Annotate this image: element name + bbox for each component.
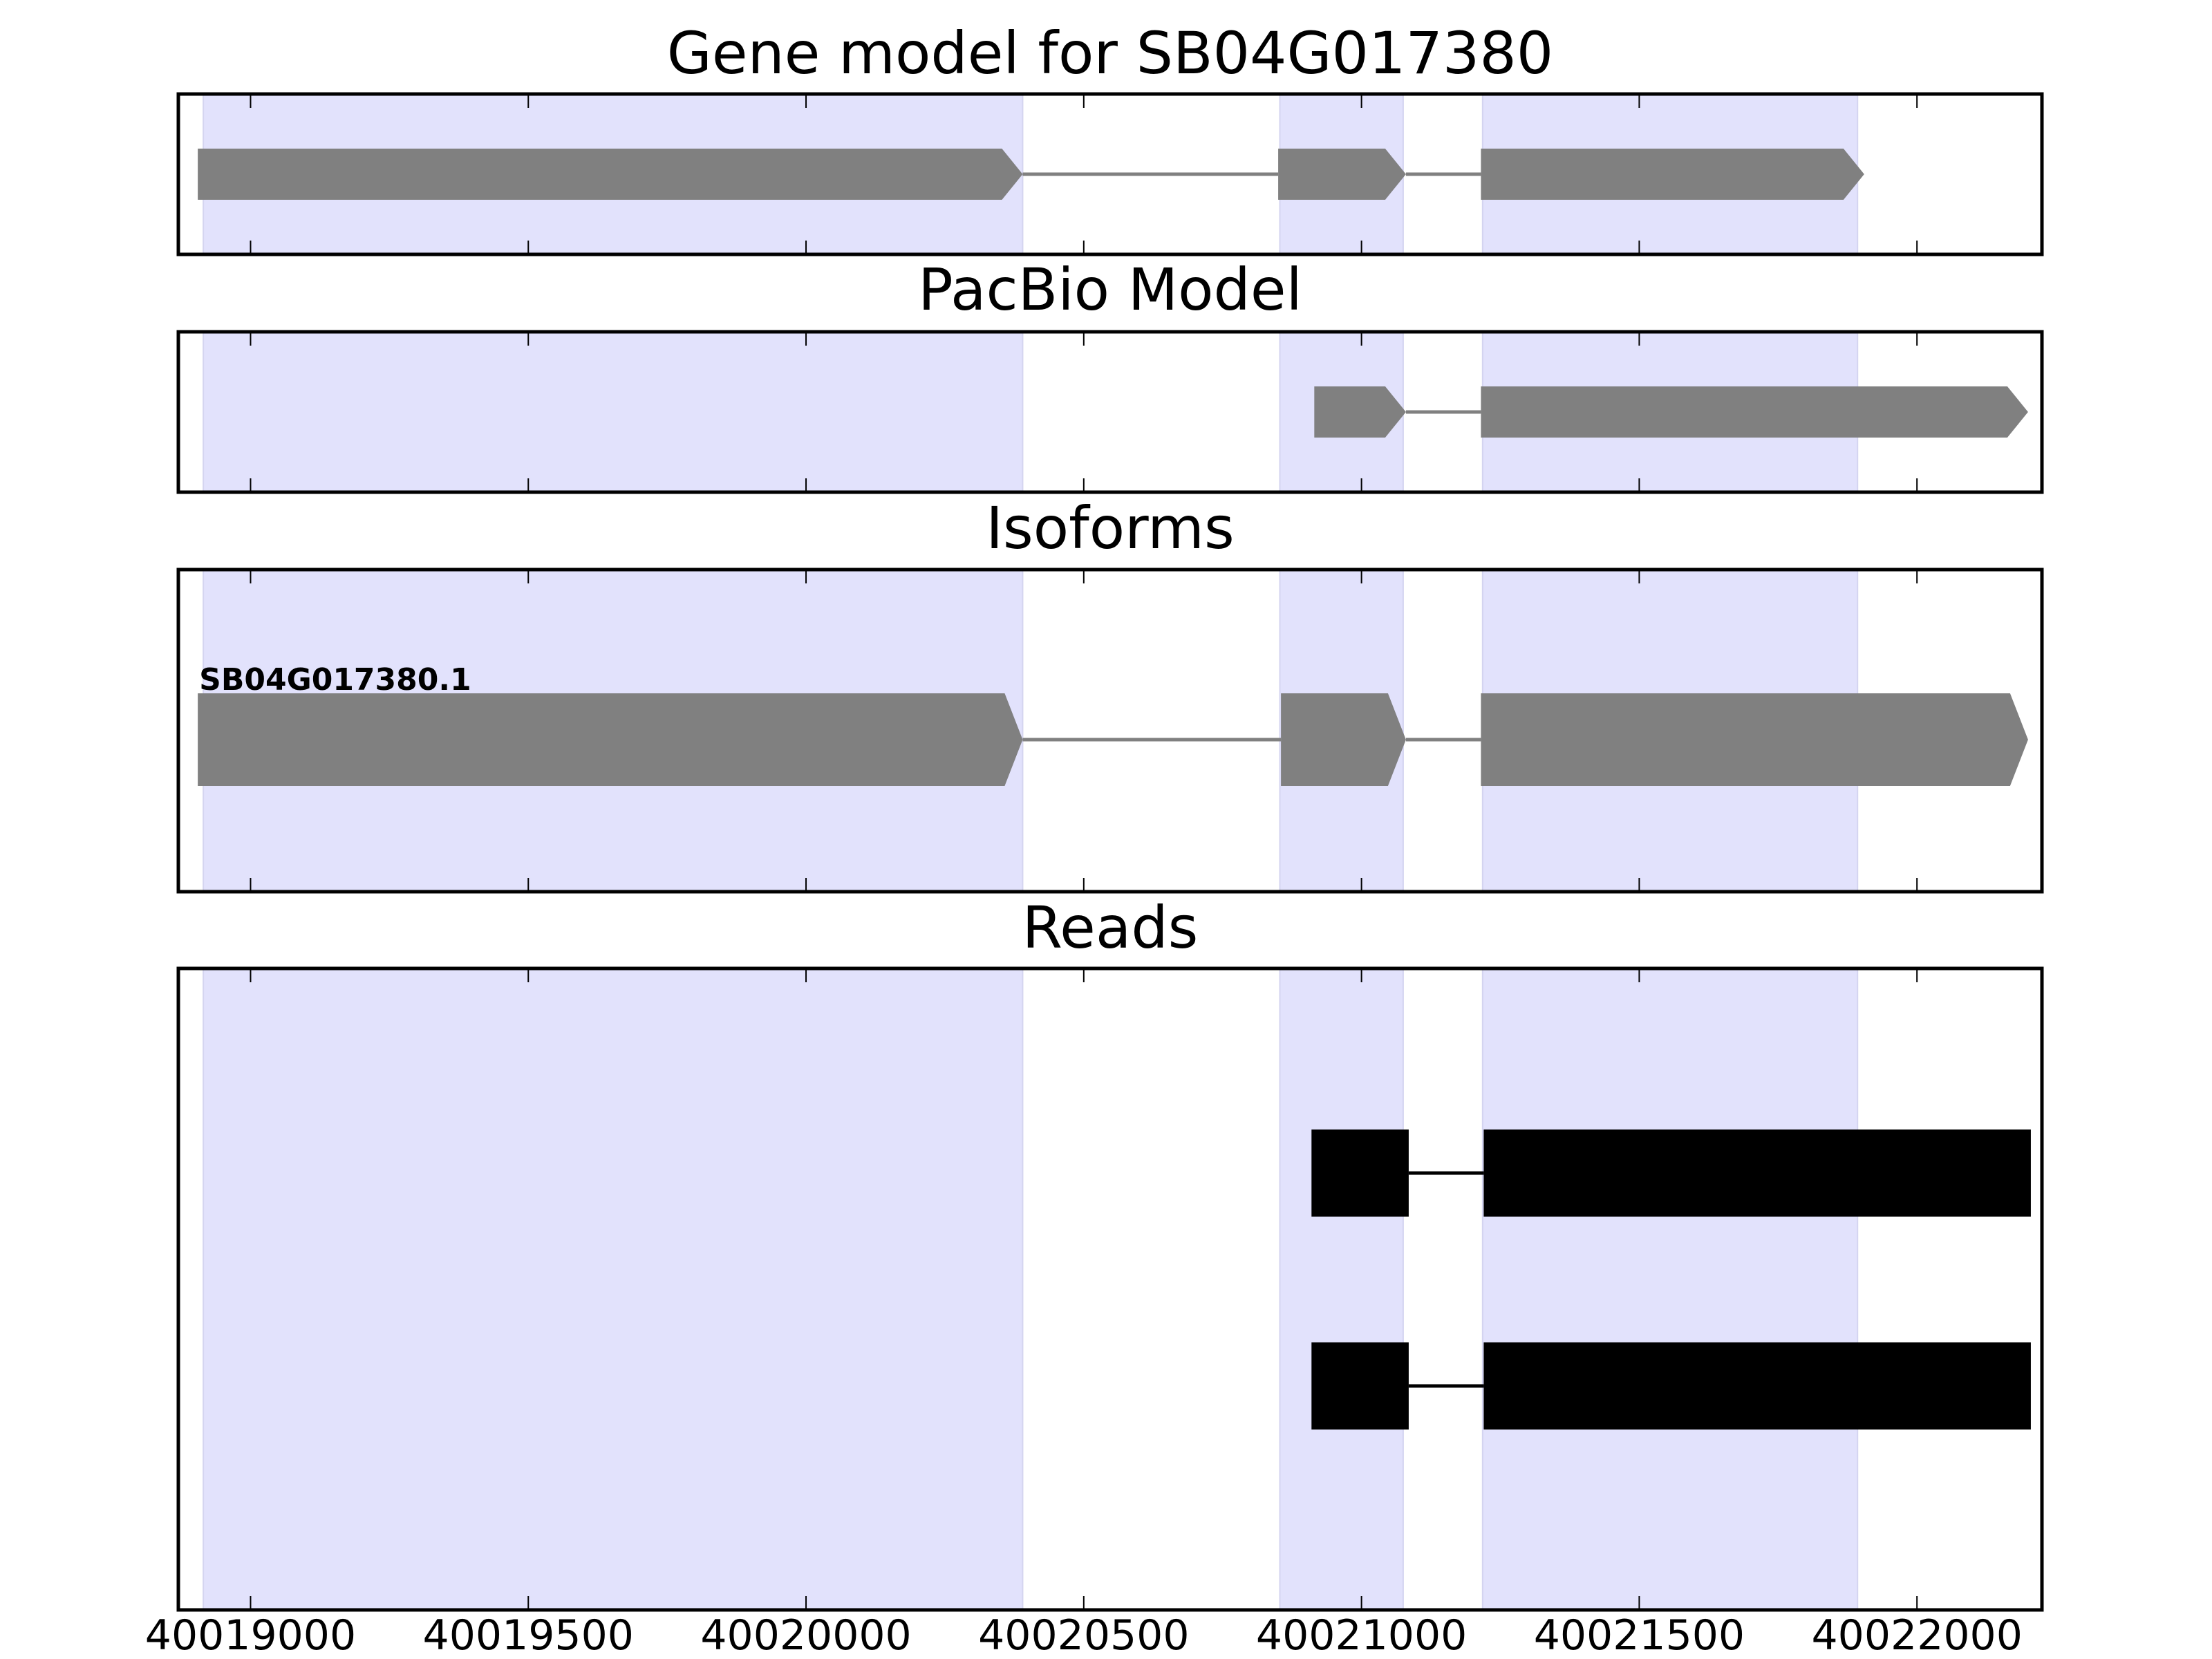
track-panel-3: Reads 40019000 40019500 40020000 40020500 400… — [145, 894, 2044, 1659]
isoform-exon-arrow — [198, 693, 1023, 786]
exon-arrow — [1481, 149, 1864, 200]
panel-title: Gene model for SB04G017380 — [667, 19, 1553, 87]
x-tick-label: 40021500 — [1534, 1611, 1745, 1659]
panel-frame — [176, 966, 2044, 1612]
panel-frame — [176, 568, 2044, 894]
x-tick-label: 40020500 — [978, 1611, 1189, 1659]
isoform-exon-arrow — [1281, 693, 1406, 786]
panel-title: Reads — [1022, 894, 1199, 962]
x-tick-label: 40019500 — [423, 1611, 634, 1659]
x-tick-label: 40021000 — [1256, 1611, 1467, 1659]
read-block — [1311, 1130, 1409, 1217]
panel-title: PacBio Model — [918, 256, 1302, 324]
shaded-exon-region — [1481, 968, 1859, 1611]
track-panel-1: PacBio Model — [176, 256, 2044, 494]
panel-title: Isoforms — [986, 494, 1235, 562]
exon-arrow — [198, 149, 1023, 200]
isoform-label: SB04G017380.1 — [199, 662, 471, 697]
isoform-exon-arrow — [1481, 693, 2028, 786]
exon-arrow — [1278, 149, 1406, 200]
exon-arrow — [1481, 386, 2028, 438]
shaded-exon-region — [203, 968, 1024, 1611]
panel-frame — [176, 330, 2044, 494]
x-tick-label: 40022000 — [1812, 1611, 2023, 1659]
read-block — [1483, 1130, 2031, 1217]
exon-arrow — [1314, 386, 1406, 438]
x-tick-label: 40020000 — [700, 1611, 911, 1659]
shaded-exon-region — [203, 331, 1024, 493]
track-panel-2: Isoforms SB04G017380.1 — [176, 494, 2044, 894]
x-tick-label: 40019000 — [145, 1611, 356, 1659]
shaded-exon-region — [1279, 968, 1404, 1611]
track-panel-0: Gene model for SB04G017380 — [176, 19, 2044, 256]
read-block — [1311, 1342, 1409, 1430]
read-block — [1483, 1342, 2031, 1430]
panel-frame — [176, 92, 2044, 256]
